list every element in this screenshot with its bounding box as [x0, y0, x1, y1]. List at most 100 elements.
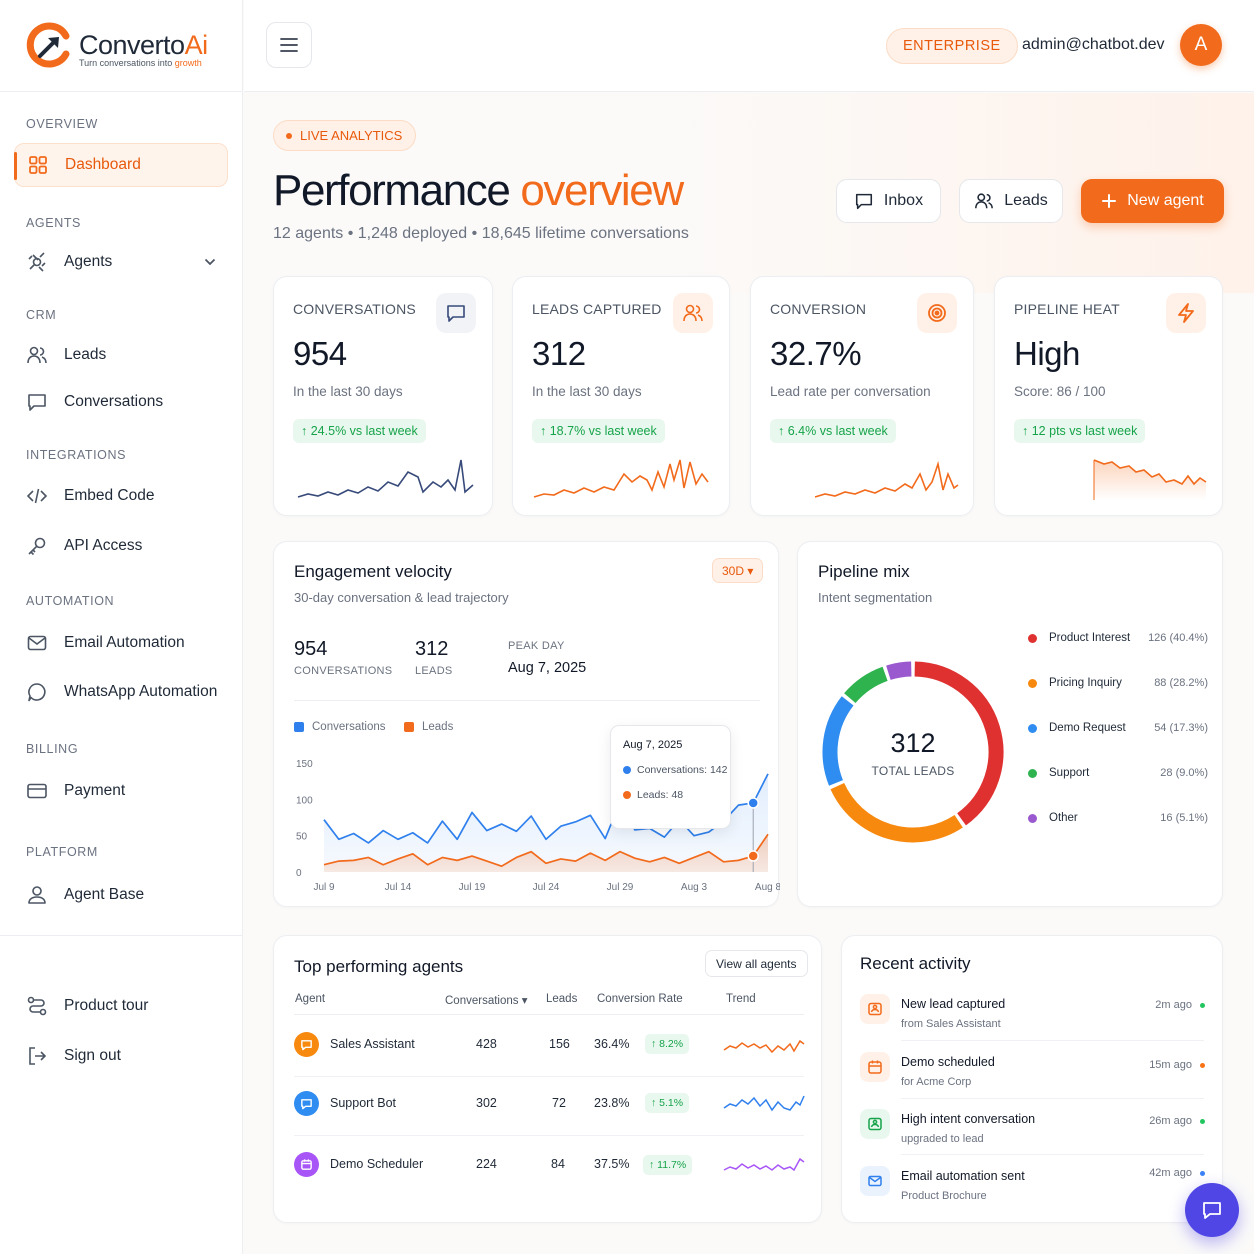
agent-conversations: 428 — [476, 1037, 497, 1051]
inbox-button[interactable]: Inbox — [836, 179, 941, 223]
section-crm: CRM — [26, 308, 57, 322]
sidebar-item-label: Dashboard — [65, 156, 141, 173]
sidebar-item-whatsapp-automation[interactable]: WhatsApp Automation — [14, 670, 228, 714]
table-row[interactable]: Demo Scheduler 224 84 37.5% ↑ 11.7% — [294, 1136, 806, 1196]
leads-button[interactable]: Leads — [959, 179, 1063, 223]
agent-conversations: 224 — [476, 1157, 497, 1171]
section-integrations: INTEGRATIONS — [26, 448, 127, 462]
col-header-agent[interactable]: Agent — [295, 993, 326, 1005]
series-area-conversations — [324, 773, 768, 872]
col-header-trend[interactable]: Trend — [726, 993, 756, 1005]
activity-time: 15m ago — [1149, 1059, 1205, 1071]
sidebar-item-label: Embed Code — [64, 487, 155, 504]
donut-center-label: TOTAL LEADS — [871, 764, 955, 778]
col-header-conversations[interactable]: Conversations ▾ — [445, 995, 528, 1007]
activity-item[interactable]: Email automation sent Product Brochure 4… — [860, 1165, 1205, 1221]
sidebar-item-agents[interactable]: Agents — [14, 240, 228, 284]
legend-item: Support 28 (9.0%) — [1028, 763, 1208, 783]
activity-item[interactable]: High intent conversation upgraded to lea… — [860, 1108, 1205, 1164]
view-all-agents-button[interactable]: View all agents — [705, 950, 808, 977]
legend-dot — [1028, 813, 1037, 823]
users-icon — [26, 344, 48, 366]
lead-icon — [860, 994, 890, 1024]
sidebar-item-api-access[interactable]: API Access — [14, 524, 228, 568]
sidebar-item-embed-code[interactable]: Embed Code — [14, 474, 228, 518]
x-tick-label: Jul 9 — [313, 882, 335, 893]
range-dropdown[interactable]: 30D ▾ — [712, 558, 764, 583]
x-tick-label: Aug 8 — [755, 882, 780, 893]
kpi-card-leads: LEADS CAPTURED 312 In the last 30 days ↑… — [512, 276, 730, 516]
series-line-leads[interactable] — [323, 833, 769, 868]
agent-name: Sales Assistant — [330, 1037, 415, 1051]
kpi-delta-badge: ↑ 12 pts vs last week — [1014, 419, 1146, 443]
chat-support-button[interactable] — [1185, 1183, 1239, 1237]
chevron-down-icon: ▾ — [747, 563, 754, 578]
sidebar-item-dashboard[interactable]: Dashboard — [14, 143, 228, 187]
stat-label: CONVERSATIONS — [294, 665, 393, 677]
pipeline-donut-chart[interactable] — [818, 650, 1008, 855]
donut-slice-other[interactable] — [886, 661, 912, 680]
donut-center-value: 312 — [890, 728, 936, 758]
live-analytics-badge: LIVE ANALYTICS — [273, 120, 417, 151]
robot-icon — [26, 251, 48, 273]
donut-slice-product-interest[interactable] — [914, 661, 1004, 826]
sidebar-item-email-automation[interactable]: Email Automation — [14, 621, 228, 665]
topbar: ENTERPRISE admin@chatbot.dev A — [244, 0, 1254, 92]
sidebar-item-leads[interactable]: Leads — [14, 333, 228, 377]
col-header-conversion[interactable]: Conversion Rate — [597, 993, 683, 1005]
chat-bubble-icon — [26, 391, 48, 413]
kpi-delta-badge: ↑ 6.4% vs last week — [770, 419, 896, 443]
x-tick-label: Jul 24 — [533, 882, 560, 893]
sidebar-item-label: Product tour — [64, 997, 149, 1014]
section-overview: OVERVIEW — [26, 117, 98, 131]
donut-slice-pricing-inquiry[interactable] — [830, 782, 963, 843]
hover-point[interactable] — [747, 850, 759, 862]
page-title: Performance overview — [273, 166, 684, 215]
sidebar-item-label: Agents — [64, 253, 113, 270]
sidebar-item-label: Payment — [64, 782, 126, 799]
target-icon — [917, 293, 957, 333]
hover-point[interactable] — [747, 797, 759, 809]
series-line-conversations[interactable] — [323, 773, 769, 844]
series-area-leads — [324, 834, 768, 872]
col-header-leads[interactable]: Leads — [546, 993, 578, 1005]
legend-dot — [1028, 678, 1037, 688]
sidebar-item-conversations[interactable]: Conversations — [14, 380, 228, 424]
mail-icon — [860, 1166, 890, 1196]
logo[interactable]: ConvertoAi Turn conversations into growt… — [0, 0, 242, 92]
table-row[interactable]: Sales Assistant 428 156 36.4% ↑ 8.2% — [294, 1016, 806, 1076]
menu-button[interactable] — [266, 22, 312, 68]
kpi-subtext: Score: 86 / 100 — [1014, 384, 1106, 399]
sidebar-item-agent-base[interactable]: Agent Base — [14, 873, 228, 917]
chevron-down-icon[interactable] — [204, 253, 216, 271]
x-tick-label: Aug 3 — [681, 882, 708, 893]
stat-value: Aug 7, 2025 — [508, 660, 587, 676]
sidebar-item-payment[interactable]: Payment — [14, 769, 228, 813]
brand-tagline: Turn conversations into growth — [79, 58, 202, 68]
kpi-sparkline — [533, 459, 709, 498]
avatar[interactable]: A — [1180, 24, 1222, 66]
divider — [294, 1076, 804, 1077]
sidebar-item-product-tour[interactable]: Product tour — [14, 984, 228, 1028]
status-dot — [1200, 1062, 1205, 1068]
engagement-chart[interactable]: 0 50 100 150 Jul 9 Jul 14 Jul 19 Jul 24 Jul 29 Au… — [274, 747, 780, 902]
kpi-value: 32.7% — [770, 335, 862, 372]
agent-conversion: 36.4% — [594, 1037, 630, 1051]
table-row[interactable]: Support Bot 302 72 23.8% ↑ 5.1% — [294, 1076, 806, 1136]
status-dot — [1200, 1118, 1205, 1124]
sidebar-item-sign-out[interactable]: Sign out — [14, 1034, 228, 1078]
legend-dot — [1028, 723, 1037, 733]
legend-label: Product Interest — [1049, 632, 1131, 644]
activity-title: High intent conversation — [901, 1112, 1036, 1126]
donut-slice-demo-request[interactable] — [822, 696, 854, 786]
x-tick-label: Jul 29 — [607, 882, 634, 893]
activity-item[interactable]: New lead captured from Sales Assistant 2… — [860, 993, 1205, 1049]
donut-slice-support[interactable] — [844, 666, 888, 704]
sidebar-item-label: Leads — [64, 346, 107, 363]
legend-value: 16 (5.1%) — [1160, 812, 1208, 824]
kpi-sparkline — [297, 459, 474, 498]
new-agent-button[interactable]: New agent — [1081, 179, 1224, 223]
stat-label: LEADS — [415, 665, 453, 677]
activity-item[interactable]: Demo scheduled for Acme Corp 15m ago — [860, 1051, 1205, 1107]
brand-name: ConvertoAi — [79, 30, 208, 60]
